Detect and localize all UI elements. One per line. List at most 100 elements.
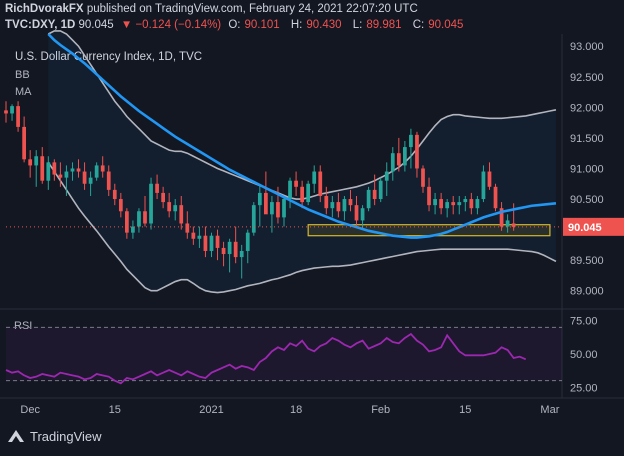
candle — [499, 202, 504, 231]
rsi-tick-label: 50.00 — [570, 349, 598, 361]
candle-body — [215, 235, 220, 248]
candle-body — [487, 171, 492, 187]
candle — [294, 171, 298, 196]
high-key: H: — [290, 19, 303, 31]
bollinger-lower-line — [47, 161, 557, 294]
moving-average-line — [47, 33, 557, 239]
candle-body — [402, 147, 407, 166]
candle — [221, 241, 226, 267]
candle-body — [203, 235, 208, 251]
candle-body — [106, 171, 111, 190]
candle-body — [149, 183, 153, 224]
author-name[interactable]: RichDvorakFX — [5, 3, 84, 15]
candle-body — [167, 202, 172, 212]
candle — [415, 131, 419, 178]
candle-body — [245, 232, 250, 251]
time-axis: Dec 15 2021 18 Feb 15 Mar — [20, 404, 559, 416]
candle-body — [270, 202, 274, 215]
candle-body — [112, 189, 117, 200]
candle — [360, 205, 365, 230]
rsi-tick-label: 75.00 — [570, 316, 598, 328]
high-value: 90.430 — [306, 19, 342, 31]
candle-body — [342, 199, 347, 212]
open-key: O: — [228, 19, 241, 31]
candle-body — [227, 241, 232, 255]
candle-body — [161, 192, 166, 203]
candle — [131, 220, 135, 239]
time-tick-label: 18 — [290, 404, 302, 416]
candle — [70, 162, 75, 181]
tradingview-logo[interactable]: TradingView — [7, 428, 102, 444]
bollinger-band-fill — [48, 30, 556, 293]
candle — [112, 183, 117, 206]
bb-legend[interactable]: BB — [15, 69, 30, 81]
candle — [384, 162, 389, 196]
candle-body — [276, 202, 280, 218]
low-value: 89.981 — [366, 19, 402, 31]
time-tick-label: 15 — [459, 404, 471, 416]
candle — [209, 232, 214, 258]
candle — [167, 192, 172, 218]
ma-legend[interactable]: MA — [15, 86, 32, 98]
candle-body — [511, 223, 516, 227]
candle-body — [137, 211, 141, 227]
candle-body — [10, 106, 14, 114]
time-tick-label: Mar — [540, 404, 559, 416]
rsi-tick-label: 25.00 — [570, 382, 598, 394]
candle-body — [427, 186, 431, 206]
ohlc-bar: TVC:DXY, 1D 90.045 ▼ −0.124 (−0.14%) O: 9… — [5, 19, 471, 31]
time-tick-label: 2021 — [199, 404, 223, 416]
time-tick-label: Dec — [20, 404, 40, 416]
candle — [336, 192, 341, 218]
candle-body — [239, 250, 244, 258]
candle-body — [306, 183, 311, 203]
candle-body — [493, 186, 498, 209]
price-tick-label: 91.500 — [570, 133, 604, 145]
chart-title: U.S. Dollar Currency Index, 1D, TVC — [15, 51, 203, 63]
candle-body — [421, 168, 425, 187]
candles — [4, 101, 516, 279]
candle — [270, 195, 274, 233]
candle-body — [4, 110, 8, 114]
candle — [433, 192, 437, 215]
price-tick-label: 90.500 — [570, 194, 604, 206]
candle-body — [173, 205, 178, 212]
candle — [396, 137, 401, 172]
candle-body — [318, 171, 323, 196]
candle-body — [463, 199, 468, 203]
candle — [421, 165, 425, 193]
candle — [197, 226, 202, 248]
candle — [263, 171, 268, 215]
candle — [149, 177, 153, 230]
candle-body — [439, 199, 444, 209]
candle-body — [22, 126, 27, 160]
rsi-legend[interactable]: RSI — [14, 320, 33, 332]
open-value: 90.101 — [244, 19, 280, 31]
candle — [58, 162, 63, 187]
candle — [505, 214, 510, 233]
candle-body — [263, 192, 268, 215]
candle-body — [505, 220, 510, 227]
candle — [185, 211, 190, 239]
candle — [40, 147, 45, 184]
candle-body — [28, 159, 33, 166]
candle — [324, 186, 329, 215]
candle — [22, 116, 27, 163]
candle-body — [360, 208, 365, 221]
candle-body — [372, 189, 377, 200]
candle-body — [197, 235, 202, 239]
candle-body — [124, 211, 129, 233]
candle-body — [131, 226, 135, 233]
candle-body — [336, 202, 341, 212]
candle-body — [451, 202, 456, 206]
price-tick-label: 93.000 — [570, 41, 604, 53]
candle-body — [16, 106, 20, 127]
candle — [118, 192, 123, 218]
candle — [306, 180, 311, 206]
candle-body — [409, 134, 413, 148]
candle-body — [415, 134, 419, 169]
candle-body — [481, 171, 486, 200]
candle-body — [312, 171, 317, 184]
candle-body — [82, 171, 87, 184]
